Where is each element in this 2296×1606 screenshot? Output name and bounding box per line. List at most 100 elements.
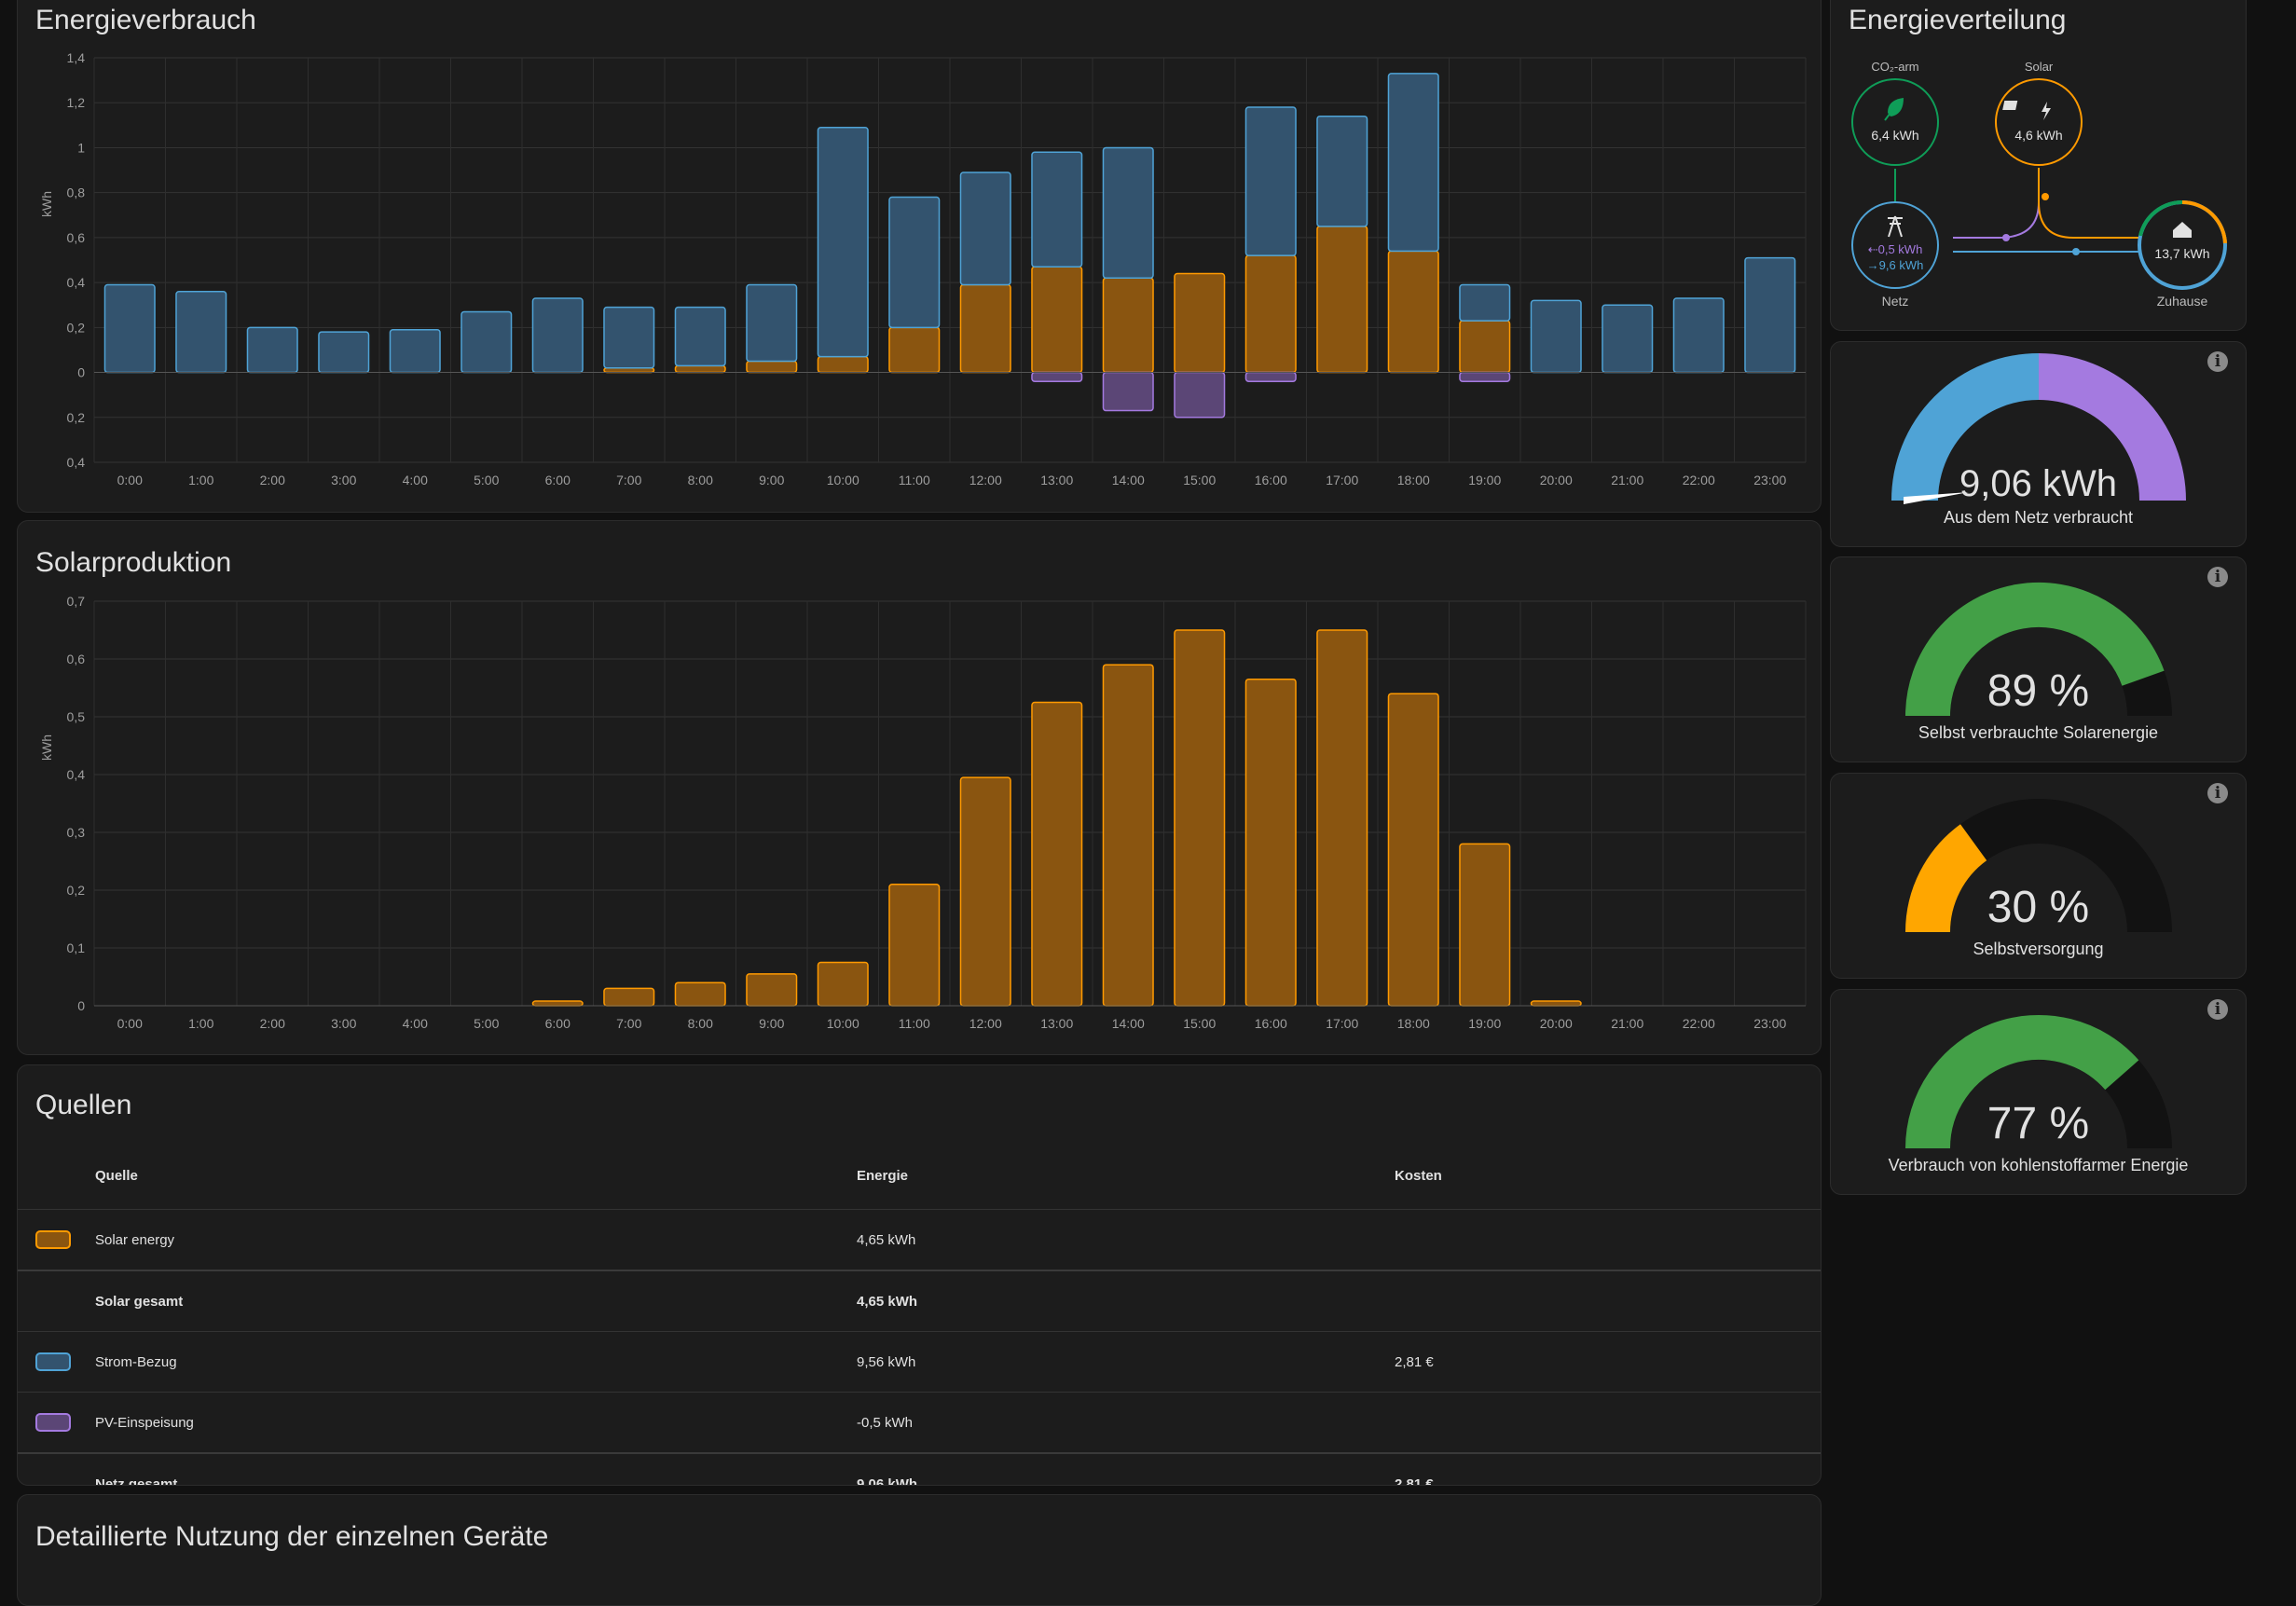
y-tick-label: 0,2 bbox=[67, 410, 86, 425]
solar-label: Solar bbox=[2025, 60, 2054, 74]
chart-bar[interactable] bbox=[531, 1000, 584, 1007]
chart-bar[interactable] bbox=[1031, 701, 1083, 1007]
y-tick-label: 1 bbox=[77, 140, 85, 155]
chart-bar[interactable] bbox=[603, 306, 655, 369]
chart-bar[interactable] bbox=[1102, 146, 1154, 280]
chart-bar[interactable] bbox=[175, 291, 227, 374]
info-icon[interactable]: i bbox=[2207, 783, 2228, 803]
chart-bar[interactable] bbox=[1174, 629, 1226, 1007]
y-tick-label: 1,2 bbox=[67, 95, 86, 110]
chart-bar[interactable] bbox=[1459, 371, 1511, 382]
chart-bar[interactable] bbox=[959, 776, 1011, 1007]
x-tick-label: 3:00 bbox=[331, 1016, 356, 1031]
chart-bar[interactable] bbox=[674, 981, 726, 1007]
chart-bar[interactable] bbox=[1174, 272, 1226, 374]
info-icon[interactable]: i bbox=[2207, 351, 2228, 372]
x-tick-label: 1:00 bbox=[188, 473, 213, 487]
x-tick-label: 11:00 bbox=[899, 473, 930, 487]
chart-bar[interactable] bbox=[1387, 73, 1439, 253]
table-row: Strom-Bezug 9,56 kWh 2,81 € bbox=[18, 1331, 1821, 1393]
chart-bar[interactable] bbox=[1244, 106, 1297, 256]
solar-node[interactable] bbox=[1995, 78, 2083, 166]
low-carbon-gauge bbox=[1905, 1014, 2172, 1149]
x-tick-label: 5:00 bbox=[474, 1016, 499, 1031]
sources-table: Quelle Energie Kosten Solar energy 4,65 … bbox=[18, 1142, 1821, 1485]
chart-bar[interactable] bbox=[1459, 320, 1511, 374]
source-cost bbox=[1394, 1270, 1821, 1332]
chart-bar[interactable] bbox=[1530, 1000, 1582, 1007]
chart-bar[interactable] bbox=[1459, 843, 1511, 1007]
chart-bar[interactable] bbox=[1459, 283, 1511, 322]
chart-bar[interactable] bbox=[1031, 266, 1083, 374]
solar-swatch bbox=[35, 1230, 71, 1249]
chart-bar[interactable] bbox=[1602, 304, 1654, 374]
grid-node[interactable] bbox=[1851, 201, 1939, 289]
chart-bar[interactable] bbox=[1031, 151, 1083, 268]
chart-bar[interactable] bbox=[1316, 226, 1368, 374]
chart-bar[interactable] bbox=[888, 884, 941, 1007]
x-tick-label: 19:00 bbox=[1468, 1016, 1501, 1031]
gauge-return-segment bbox=[2038, 353, 2186, 501]
solar-production-chart[interactable]: 0,7 0,6 0,5 0,4 0,3 0,2 0,1 0 kWh 0:00 1:00 2:00 3:0… bbox=[18, 521, 1822, 1055]
chart-bar[interactable] bbox=[318, 331, 370, 374]
x-tick-label: 9:00 bbox=[759, 473, 784, 487]
chart-bar[interactable] bbox=[1244, 254, 1297, 374]
x-tick-label: 18:00 bbox=[1397, 473, 1430, 487]
chart-bar[interactable] bbox=[1102, 371, 1154, 412]
chart-bar[interactable] bbox=[1102, 277, 1154, 374]
chart-bar[interactable] bbox=[746, 360, 798, 374]
x-tick-label: 9:00 bbox=[759, 1016, 784, 1031]
chart-bar[interactable] bbox=[817, 126, 869, 358]
y-axis-label: kWh bbox=[39, 191, 54, 217]
chart-bar[interactable] bbox=[959, 172, 1011, 286]
chart-bar[interactable] bbox=[1387, 250, 1439, 374]
solar-production-title: Solarproduktion bbox=[35, 547, 232, 578]
chart-bar[interactable] bbox=[817, 961, 869, 1007]
grid-consumption-gauge-card: i 9,06 kWh Aus dem Netz verbraucht bbox=[1830, 341, 2247, 547]
x-tick-label: 6:00 bbox=[545, 473, 571, 487]
chart-bar[interactable] bbox=[103, 283, 156, 374]
x-tick-label: 11:00 bbox=[899, 1016, 930, 1031]
chart-bar[interactable] bbox=[674, 364, 726, 374]
x-tick-label: 8:00 bbox=[688, 473, 713, 487]
chart-bar[interactable] bbox=[1530, 299, 1582, 374]
chart-bar[interactable] bbox=[746, 283, 798, 363]
chart-bar[interactable] bbox=[817, 355, 869, 374]
home-value: 13,7 kWh bbox=[2154, 246, 2209, 261]
chart-bar[interactable] bbox=[888, 326, 941, 374]
chart-bar[interactable] bbox=[603, 987, 655, 1007]
chart-bar[interactable] bbox=[888, 196, 941, 329]
chart-bar[interactable] bbox=[1102, 664, 1154, 1007]
chart-bar[interactable] bbox=[1316, 629, 1368, 1007]
source-name: Solar gesamt bbox=[94, 1270, 856, 1332]
chart-bar[interactable] bbox=[674, 306, 726, 367]
chart-bar[interactable] bbox=[746, 973, 798, 1007]
chart-bar[interactable] bbox=[1672, 297, 1725, 374]
gauge-label: Aus dem Netz verbraucht bbox=[1943, 508, 2134, 527]
chart-bar[interactable] bbox=[1316, 115, 1368, 227]
chart-bar[interactable] bbox=[1031, 371, 1083, 382]
low-carbon-node[interactable] bbox=[1851, 78, 1939, 166]
energy-usage-card: Energieverbrauch 1,4 1,2 1 0,8 0,6 0,4 0,2 0 0,2… bbox=[17, 0, 1822, 513]
info-icon[interactable]: i bbox=[2207, 567, 2228, 587]
source-cost: 2,81 € bbox=[1394, 1331, 1821, 1393]
chart-bar[interactable] bbox=[1387, 693, 1439, 1007]
gauge-value: 77 % bbox=[1987, 1099, 2090, 1148]
chart-bar[interactable] bbox=[461, 310, 513, 374]
chart-bar[interactable] bbox=[1744, 256, 1796, 374]
y-tick-label: 0,5 bbox=[67, 709, 86, 724]
chart-bar[interactable] bbox=[1244, 678, 1297, 1007]
chart-bar[interactable] bbox=[959, 283, 1011, 374]
chart-bar[interactable] bbox=[246, 326, 298, 374]
info-icon[interactable]: i bbox=[2207, 999, 2228, 1020]
chart-bar[interactable] bbox=[1174, 371, 1226, 419]
x-tick-label: 20:00 bbox=[1540, 473, 1573, 487]
energy-usage-chart[interactable]: 1,4 1,2 1 0,8 0,6 0,4 0,2 0 0,2 0,4 kWh 0:00 1:00 2:0… bbox=[18, 0, 1822, 513]
self-sufficiency-gauge-card: i 30 % Selbstversorgung bbox=[1830, 773, 2247, 979]
home-label: Zuhause bbox=[2157, 294, 2208, 309]
chart-bar[interactable] bbox=[531, 297, 584, 374]
chart-bar[interactable] bbox=[389, 328, 441, 374]
y-axis-label: kWh bbox=[39, 734, 54, 761]
x-tick-label: 10:00 bbox=[827, 1016, 859, 1031]
chart-bar[interactable] bbox=[1244, 371, 1297, 382]
